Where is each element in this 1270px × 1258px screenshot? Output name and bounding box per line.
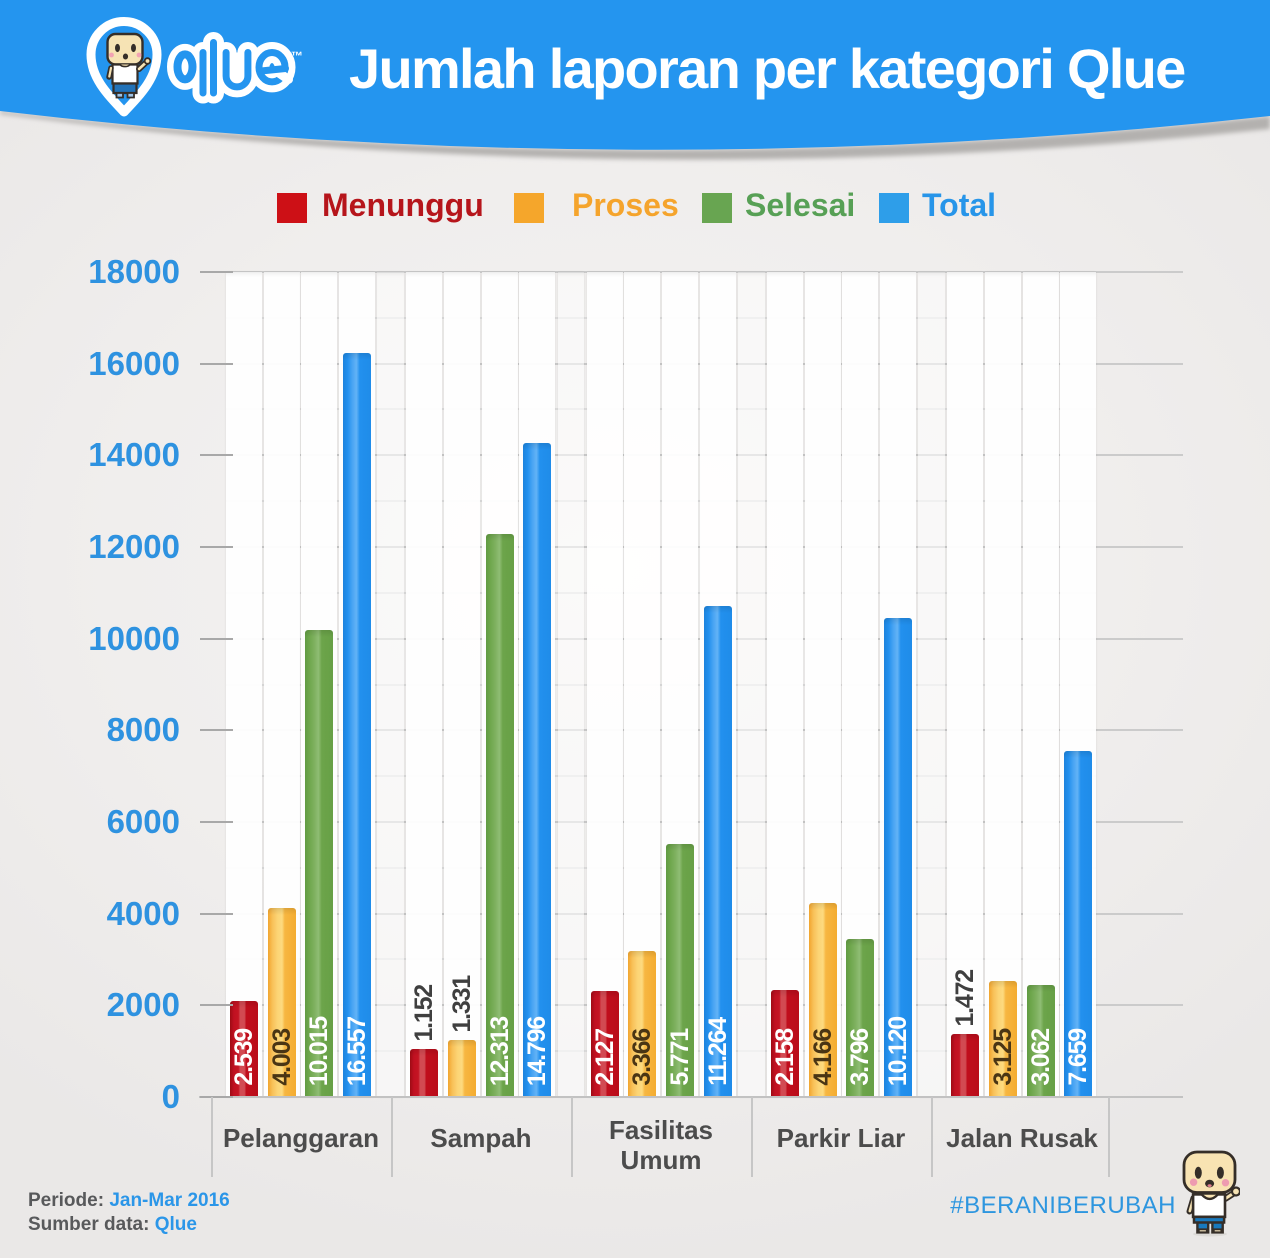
svg-text:™: ™ bbox=[291, 49, 303, 63]
